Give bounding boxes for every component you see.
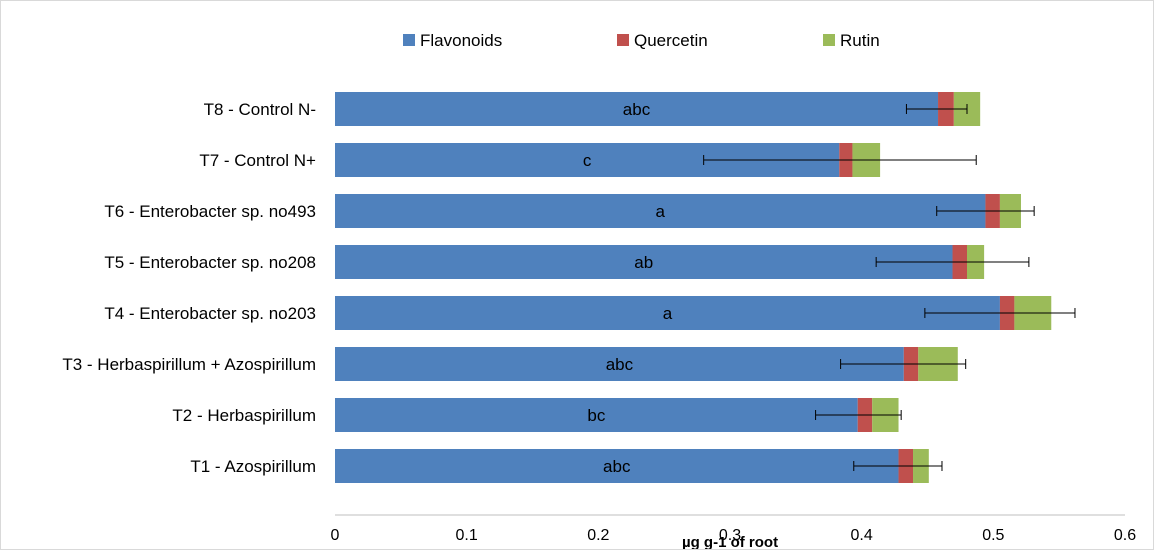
- error-bar: [875, 257, 1030, 267]
- category-labels: T8 - Control N- T7 - Control N+ T6 - Enter…: [62, 100, 316, 476]
- category-label: T5 - Enterobacter sp. no208: [104, 253, 316, 272]
- x-axis-title: µg g-1 of root: [682, 534, 778, 549]
- legend-label: Quercetin: [634, 31, 708, 50]
- significance-label: bc: [587, 406, 605, 425]
- legend: Flavonoids Quercetin Rutin: [403, 31, 880, 50]
- x-tick-label: 0.4: [851, 527, 873, 544]
- legend-label: Rutin: [840, 31, 880, 50]
- error-bars: [703, 104, 1076, 471]
- error-bar: [924, 308, 1076, 318]
- legend-item-quercetin: Quercetin: [617, 31, 708, 50]
- category-label: T8 - Control N-: [204, 100, 316, 119]
- legend-swatch: [403, 34, 415, 46]
- bar-flavonoids-8: [335, 449, 899, 483]
- category-label: T2 - Herbaspirillum: [172, 406, 316, 425]
- significance-label: ab: [634, 253, 653, 272]
- category-label: T6 - Enterobacter sp. no493: [104, 202, 316, 221]
- significance-label: abc: [623, 100, 651, 119]
- legend-item-rutin: Rutin: [823, 31, 880, 50]
- bar-flavonoids-7: [335, 398, 858, 432]
- legend-swatch: [823, 34, 835, 46]
- category-label: T7 - Control N+: [199, 151, 316, 170]
- error-bar: [840, 359, 967, 369]
- category-label: T3 - Herbaspirillum + Azospirillum: [62, 355, 316, 374]
- category-label: T4 - Enterobacter sp. no203: [104, 304, 316, 323]
- x-tick-label: 0.2: [587, 527, 609, 544]
- bar-flavonoids-3: [335, 194, 986, 228]
- bar-flavonoids-5: [335, 296, 1000, 330]
- bars: [335, 92, 1052, 483]
- bar-flavonoids-1: [335, 92, 939, 126]
- significance-label: a: [663, 304, 673, 323]
- x-tick-label: 0.1: [456, 527, 478, 544]
- significance-label: abc: [603, 457, 631, 476]
- error-bar: [936, 206, 1035, 216]
- category-label: T1 - Azospirillum: [190, 457, 316, 476]
- x-tick-label: 0.3: [719, 527, 741, 544]
- legend-swatch: [617, 34, 629, 46]
- error-bar: [815, 410, 902, 420]
- error-bar: [853, 461, 943, 471]
- x-tick-labels: 0 0.1 0.2 0.3 0.4 0.5 0.6: [331, 527, 1137, 544]
- significance-label: c: [583, 151, 592, 170]
- bar-flavonoids-6: [335, 347, 904, 381]
- x-tick-label: 0: [331, 527, 340, 544]
- error-bar: [703, 155, 977, 165]
- x-tick-label: 0.6: [1114, 527, 1136, 544]
- x-tick-label: 0.5: [982, 527, 1004, 544]
- significance-label: abc: [606, 355, 634, 374]
- error-bar: [905, 104, 968, 114]
- legend-label: Flavonoids: [420, 31, 502, 50]
- legend-item-flavonoids: Flavonoids: [403, 31, 502, 50]
- bar-labels: abc c a ab a abc bc abc: [583, 100, 673, 476]
- significance-label: a: [655, 202, 665, 221]
- bar-flavonoids-4: [335, 245, 953, 279]
